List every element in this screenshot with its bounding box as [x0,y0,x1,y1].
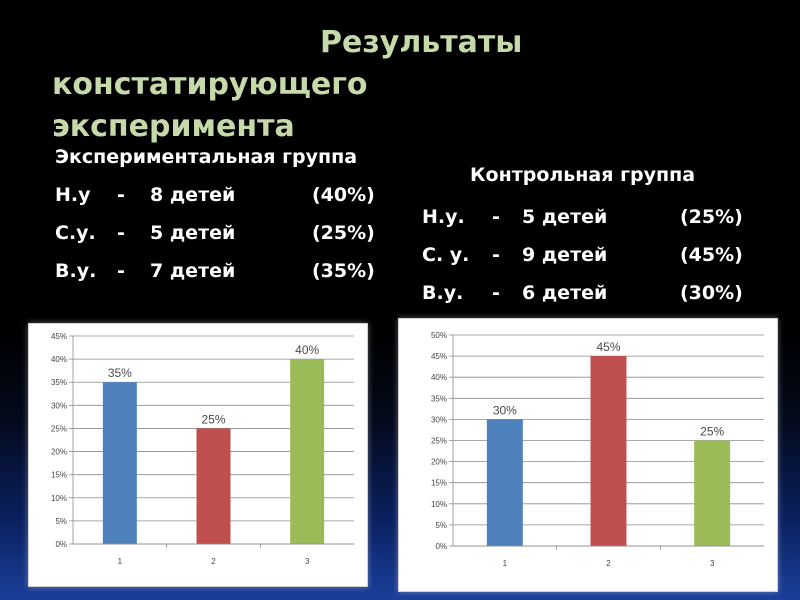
x-tick-label: 2 [606,559,611,568]
y-tick-label: 25% [431,437,447,446]
bar-3 [290,359,325,544]
y-tick-label: 35% [431,394,447,403]
y-tick-label: 45% [431,352,447,361]
y-tick-label: 5% [55,517,67,526]
experimental-group-name: Экспериментальная группа [55,146,358,168]
level-dash: - [492,282,500,304]
y-tick-label: 40% [51,355,67,364]
control-group-text: Контрольная группа Н.у. - 5 детей (25%) … [422,160,762,312]
level-label: С. у. [422,244,470,266]
control-chart-panel: 0% 5% 10% 15% 20% 25% 30% 35% 40% 45% 50% 30% 1 45% 2 2… [398,318,778,592]
y-tick-label: 15% [431,479,447,488]
bar-2 [590,356,627,546]
bar-1 [102,382,137,544]
x-tick-label: 2 [211,557,216,566]
y-tick-label: 35% [51,378,67,387]
x-tick-label: 1 [503,559,508,568]
y-tick-label: 20% [51,448,67,457]
y-tick-label: 0% [55,540,67,549]
y-tick-label: 10% [51,494,67,503]
level-percent: (25%) [312,222,375,244]
control-row-mid: С. у. - 9 детей (45%) [422,236,762,274]
bar-data-label: 40% [295,343,319,357]
y-tick-label: 5% [435,521,447,530]
experimental-row-low: Н.у - 8 детей (40%) [55,176,395,214]
y-tick-label: 25% [51,424,67,433]
level-label: В.у. [422,282,464,304]
children-count: 5 детей [150,222,236,244]
experimental-group-text: Экспериментальная группа Н.у - 8 детей (… [55,142,395,290]
level-percent: (35%) [312,260,375,282]
slide-title: Результаты констатирующего эксперимента [0,22,800,148]
level-label: Н.у [55,184,91,206]
control-bar-chart: 0% 5% 10% 15% 20% 25% 30% 35% 40% 45% 50% 30% 1 45% 2 2… [431,331,764,568]
experimental-chart-panel: 0% 5% 10% 15% 20% 25% 30% 35% 40% 45% 35% 1 25% 2 40% 3 [28,323,368,587]
y-tick-label: 0% [435,542,447,551]
level-dash: - [492,206,500,228]
y-tick-label: 15% [51,471,67,480]
y-tick-label: 45% [51,332,67,341]
level-dash: - [117,184,125,206]
level-dash: - [117,222,125,244]
y-tick-label: 20% [431,458,447,467]
control-row-low: Н.у. - 5 детей (25%) [422,198,762,236]
experimental-row-high: В.у. - 7 детей (35%) [55,252,395,290]
title-line-2: констатирующего [52,67,368,102]
experimental-bar-chart: 0% 5% 10% 15% 20% 25% 30% 35% 40% 45% 35% 1 25% 2 40% 3 [51,332,354,566]
bar-data-label: 25% [201,412,225,426]
x-tick-label: 1 [118,557,123,566]
title-line-1: Результаты [320,25,523,60]
x-tick-label: 3 [305,557,310,566]
bar-2 [196,428,231,544]
y-tick-label: 10% [431,500,447,509]
title-line-3: эксперимента [52,109,295,144]
y-tick-label: 50% [431,331,447,340]
children-count: 7 детей [150,260,236,282]
level-percent: (30%) [680,282,743,304]
bar-data-label: 35% [108,366,132,380]
y-tick-label: 40% [431,373,447,382]
level-dash: - [492,244,500,266]
x-tick-label: 3 [710,559,715,568]
control-group-name: Контрольная группа [470,164,696,186]
y-tick-label: 30% [51,401,67,410]
bar-1 [486,419,523,546]
bar-3 [694,440,731,546]
level-percent: (40%) [312,184,375,206]
bar-data-label: 45% [596,340,620,354]
y-tick-label: 30% [431,415,447,424]
children-count: 6 детей [522,282,608,304]
control-row-high: В.у. - 6 детей (30%) [422,274,762,312]
bar-data-label: 30% [493,403,517,417]
level-label: В.у. [55,260,97,282]
level-label: Н.у. [422,206,465,228]
level-percent: (25%) [680,206,743,228]
children-count: 8 детей [150,184,236,206]
children-count: 5 детей [522,206,608,228]
level-label: С.у. [55,222,96,244]
bar-data-label: 25% [700,425,724,439]
level-percent: (45%) [680,244,743,266]
children-count: 9 детей [522,244,608,266]
experimental-row-mid: С.у. - 5 детей (25%) [55,214,395,252]
level-dash: - [117,260,125,282]
